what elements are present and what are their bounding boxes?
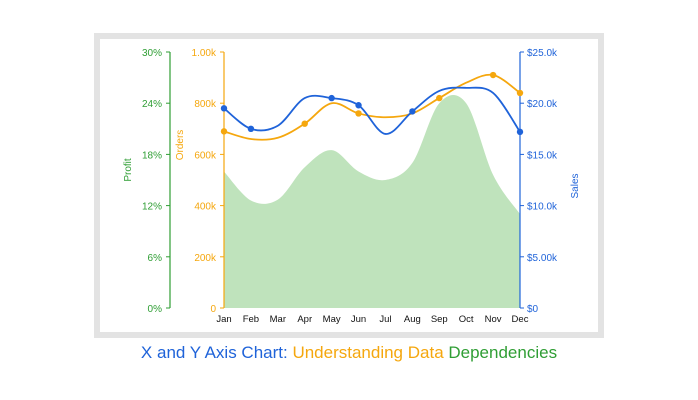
orders-line xyxy=(223,73,521,141)
sales-marker xyxy=(409,108,416,115)
sales-tick-label: $5.00k xyxy=(527,253,558,264)
orders-tick-label: 400k xyxy=(194,202,217,213)
sales-axis-label: Sales xyxy=(570,173,581,198)
profit-tick-label: 0% xyxy=(148,304,163,315)
month-tick-label: Sep xyxy=(431,314,448,325)
orders-marker xyxy=(436,94,443,102)
month-tick-label: Oct xyxy=(459,314,474,325)
month-tick-label: May xyxy=(323,314,341,325)
caption-part-2: Understanding Data xyxy=(292,343,449,362)
sales-tick-label: $20.0k xyxy=(527,99,558,110)
month-tick-label: Nov xyxy=(485,314,502,325)
sales-tick-label: $10.0k xyxy=(527,202,558,213)
month-tick-label: Jan xyxy=(216,314,231,325)
profit-tick-label: 30% xyxy=(142,48,162,59)
sales-marker xyxy=(328,94,335,102)
chart-panel: 0% 6% 12% 18% 24% 30% Profit 0 200k 400k 600k 800k 1… xyxy=(100,39,598,332)
orders-tick-label: 800k xyxy=(194,99,217,110)
orders-marker xyxy=(516,89,524,97)
profit-axis-label: Profit xyxy=(123,158,134,182)
sales-marker xyxy=(355,102,362,109)
sales-marker xyxy=(516,128,524,136)
month-tick-label: Feb xyxy=(243,314,259,325)
orders-marker xyxy=(489,71,497,79)
month-tick-label: Aug xyxy=(404,314,421,325)
sales-tick-label: $0 xyxy=(527,304,539,315)
month-tick-label: Dec xyxy=(512,314,529,325)
orders-tick-label: 0 xyxy=(210,304,216,315)
profit-tick-label: 18% xyxy=(142,150,162,161)
profit-tick-label: 24% xyxy=(142,99,162,110)
orders-tick-label: 1.00k xyxy=(192,48,217,59)
sales-line xyxy=(223,86,521,135)
orders-marker xyxy=(220,128,228,135)
month-tick-label: Apr xyxy=(297,314,312,325)
orders-axis-label: Orders xyxy=(175,130,186,161)
chart-caption: X and Y Axis Chart: Understanding Data D… xyxy=(0,343,698,363)
caption-part-3: Dependencies xyxy=(448,343,558,362)
month-tick-label: Mar xyxy=(270,314,286,325)
sales-marker xyxy=(247,125,255,132)
orders-marker xyxy=(301,120,308,127)
profit-tick-label: 6% xyxy=(148,253,163,264)
chart-frame: 0% 6% 12% 18% 24% 30% Profit 0 200k 400k 600k 800k 1… xyxy=(94,33,604,338)
orders-marker xyxy=(355,110,362,117)
sales-tick-label: $25.0k xyxy=(527,48,558,59)
month-tick-label: Jul xyxy=(379,314,391,325)
caption-part-1: X and Y Axis Chart: xyxy=(140,343,293,362)
sales-marker xyxy=(220,105,228,112)
profit-area xyxy=(224,94,520,309)
sales-tick-label: $15.0k xyxy=(527,150,558,161)
orders-tick-label: 600k xyxy=(194,150,217,161)
combo-chart: 0% 6% 12% 18% 24% 30% Profit 0 200k 400k 600k 800k 1… xyxy=(123,48,581,325)
month-tick-label: Jun xyxy=(351,314,366,325)
orders-tick-label: 200k xyxy=(194,253,217,264)
profit-tick-label: 12% xyxy=(142,202,162,213)
